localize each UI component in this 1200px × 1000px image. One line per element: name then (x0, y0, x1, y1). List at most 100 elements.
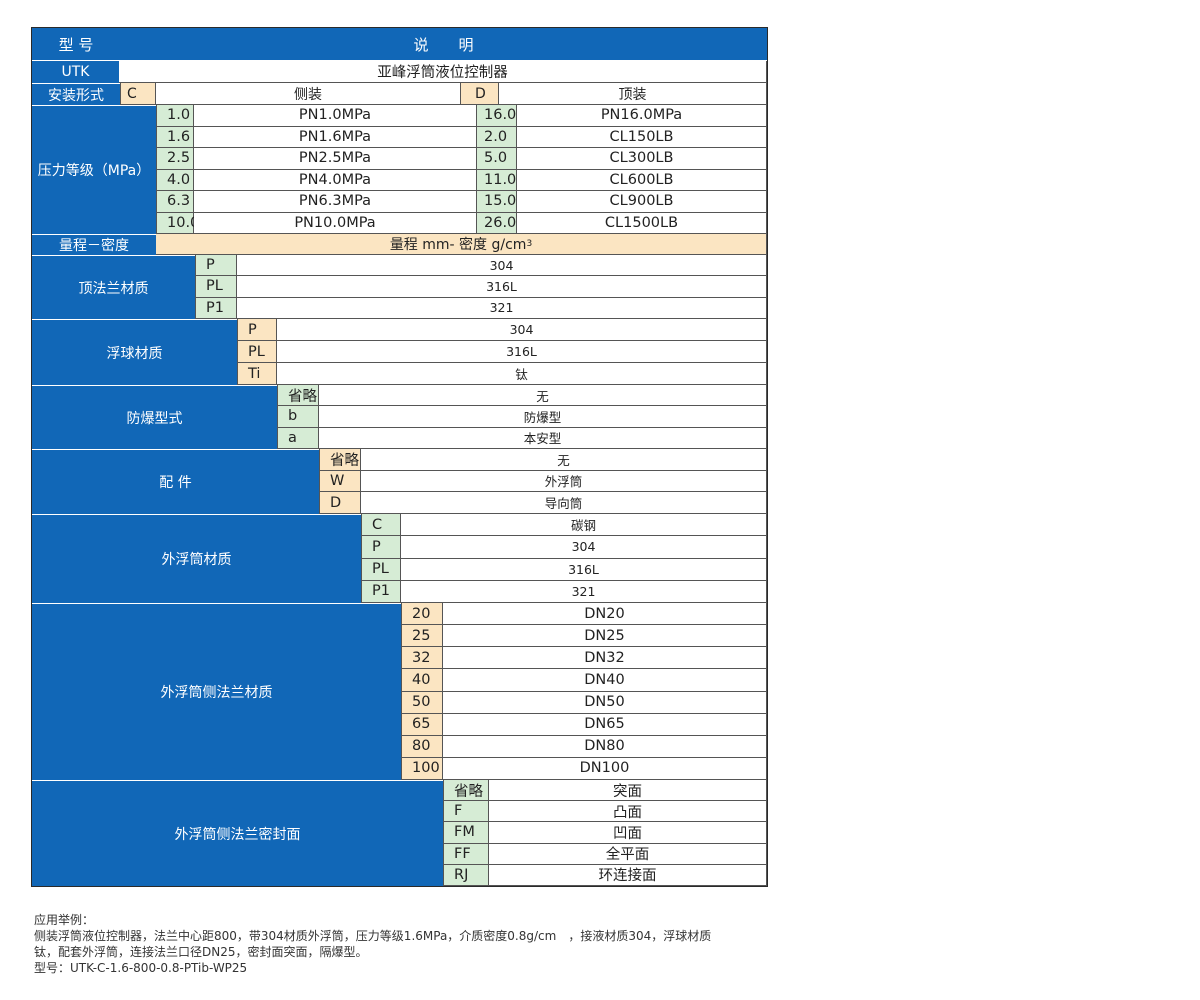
option-name: 碳钢 (401, 514, 767, 537)
option-code: PL (361, 558, 401, 581)
pressure-name: PN1.6MPa (194, 126, 477, 148)
install-top-code: D (461, 83, 499, 105)
option-name: 本安型 (319, 427, 767, 449)
pressure-name: CL150LB (517, 126, 767, 148)
option-name: 316L (277, 341, 767, 363)
pressure-code: 6.3 (156, 191, 194, 213)
option-name: DN20 (443, 603, 767, 626)
install-label: 安装形式 (32, 83, 120, 105)
option-code: FM (443, 822, 489, 844)
product-code: UTK (32, 61, 119, 83)
option-name: 外浮筒 (361, 470, 767, 493)
pressure-code: 15.0 (477, 191, 517, 213)
option-code: 80 (401, 735, 443, 758)
option-code: PL (195, 276, 237, 298)
notes-line-3: 型号：UTK-C-1.6-800-0.8-PTib-WP25 (34, 961, 248, 975)
option-name: DN50 (443, 691, 767, 714)
install-side-name: 侧装 (156, 83, 461, 105)
group-label: 防爆型式 (32, 385, 277, 449)
option-code: a (277, 427, 319, 449)
option-code: 50 (401, 691, 443, 714)
pressure-name: CL600LB (517, 169, 767, 191)
pressure-name: CL900LB (517, 191, 767, 213)
pressure-code: 1.6 (156, 126, 194, 148)
pressure-name: CL1500LB (517, 212, 767, 234)
pressure-code: 11.0 (477, 169, 517, 191)
notes-title: 应用举例： (34, 913, 95, 927)
group-label: 外浮筒材质 (32, 514, 361, 603)
range-value: 量程 mm- 密度 g/cm 3 (156, 234, 767, 255)
option-code: 65 (401, 713, 443, 736)
option-code: P (361, 536, 401, 559)
pressure-name: PN1.0MPa (194, 105, 477, 127)
option-name: 凸面 (489, 801, 767, 823)
option-code: D (319, 492, 361, 514)
pressure-name: CL300LB (517, 148, 767, 170)
option-code: C (361, 514, 401, 537)
pressure-name: PN10.0MPa (194, 212, 477, 234)
option-name: 316L (237, 276, 767, 298)
option-code: Ti (237, 363, 277, 385)
application-example: 应用举例： 侧装浮筒液位控制器，法兰中心距800，带304材质外浮筒，压力等级1… (34, 912, 754, 976)
option-code: W (319, 470, 361, 493)
option-name: 全平面 (489, 843, 767, 865)
option-name: 无 (319, 385, 767, 407)
option-code: 省略 (443, 780, 489, 802)
option-name: 304 (401, 536, 767, 559)
option-name: 凹面 (489, 822, 767, 844)
pressure-code: 16.0 (477, 105, 517, 127)
option-code: P (237, 319, 277, 341)
group-label: 浮球材质 (32, 319, 237, 385)
option-code: P (195, 255, 237, 277)
pressure-name: PN6.3MPa (194, 191, 477, 213)
option-code: P1 (361, 580, 401, 603)
group-label: 顶法兰材质 (32, 255, 195, 319)
option-name: 导向筒 (361, 492, 767, 514)
option-code: P1 (195, 297, 237, 319)
option-name: DN100 (443, 757, 767, 781)
option-name: 304 (277, 319, 767, 341)
pressure-code: 26.0 (477, 212, 517, 234)
pressure-name: PN4.0MPa (194, 169, 477, 191)
product-name: 亚峰浮筒液位控制器 (119, 61, 767, 83)
option-name: DN40 (443, 669, 767, 692)
option-name: 321 (401, 580, 767, 603)
pressure-label: 压力等级（MPa） (32, 105, 156, 234)
option-code: b (277, 406, 319, 428)
pressure-code: 10.0 (156, 212, 199, 234)
option-code: FF (443, 843, 489, 865)
pressure-code: 4.0 (156, 169, 194, 191)
option-name: 钛 (277, 363, 767, 385)
header-type: 型 号 (32, 28, 120, 60)
option-name: DN80 (443, 735, 767, 758)
option-code: 25 (401, 625, 443, 648)
option-name: DN65 (443, 713, 767, 736)
option-code: 40 (401, 669, 443, 692)
notes-line-1: 侧装浮筒液位控制器，法兰中心距800，带304材质外浮筒，压力等级1.6MPa，… (34, 929, 712, 943)
install-side-code: C (120, 83, 156, 105)
option-name: DN32 (443, 647, 767, 670)
pressure-name: PN16.0MPa (517, 105, 767, 127)
notes-line-2: 钛，配套外浮筒，连接法兰口径DN25，密封面突面，隔爆型。 (34, 945, 368, 959)
option-name: 304 (237, 255, 767, 277)
header-description: 说 明 (120, 28, 767, 60)
option-code: PL (237, 341, 277, 363)
pressure-code: 1.0 (156, 105, 194, 127)
install-top-name: 顶装 (499, 83, 767, 105)
option-code: 20 (401, 603, 443, 626)
option-code: 100 (401, 757, 443, 781)
option-name: DN25 (443, 625, 767, 648)
group-label: 外浮筒侧法兰材质 (32, 603, 401, 780)
option-name: 321 (237, 297, 767, 319)
option-name: 316L (401, 558, 767, 581)
option-name: 防爆型 (319, 406, 767, 428)
option-name: 无 (361, 449, 767, 471)
option-code: RJ (443, 864, 489, 886)
pressure-code: 5.0 (477, 148, 517, 170)
option-code: 32 (401, 647, 443, 670)
option-name: 突面 (489, 780, 767, 802)
group-label: 配 件 (32, 449, 319, 514)
pressure-name: PN2.5MPa (194, 148, 477, 170)
range-label: 量程－密度 (32, 234, 156, 255)
option-name: 环连接面 (489, 864, 767, 886)
